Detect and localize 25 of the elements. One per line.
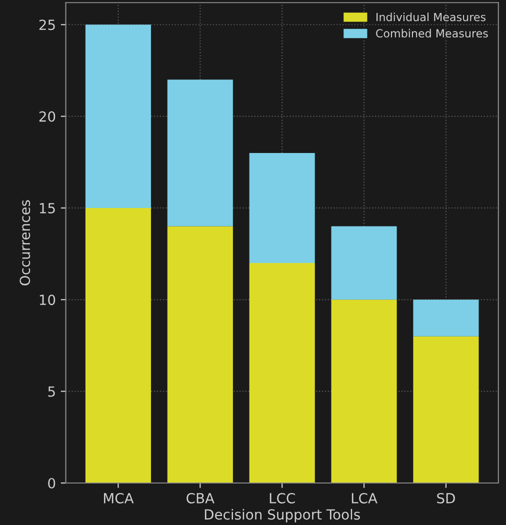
x-tick-label: MCA bbox=[104, 492, 134, 504]
bar bbox=[331, 300, 397, 483]
y-tick-label: 20 bbox=[39, 111, 56, 122]
legend-label: Individual Measures bbox=[376, 12, 486, 22]
bar bbox=[331, 226, 397, 300]
x-axis-title: Decision Support Tools bbox=[204, 508, 360, 522]
x-tick-label: SD bbox=[437, 492, 455, 504]
bar bbox=[249, 152, 315, 263]
bar bbox=[413, 336, 479, 483]
x-tick-label: CBA bbox=[186, 492, 214, 504]
y-tick-label: 0 bbox=[48, 478, 56, 488]
bar bbox=[85, 208, 151, 483]
x-tick-label: LCA bbox=[352, 492, 378, 504]
legend-label: Combined Measures bbox=[376, 28, 488, 38]
y-axis-title: Occurrences bbox=[20, 200, 30, 286]
y-tick-label: 15 bbox=[40, 203, 55, 214]
y-tick-label: 25 bbox=[39, 20, 55, 30]
bar bbox=[249, 262, 315, 483]
y-tick-label: 5 bbox=[48, 386, 55, 397]
bar bbox=[413, 300, 479, 336]
bar bbox=[167, 80, 233, 226]
bar bbox=[85, 24, 151, 208]
bar bbox=[167, 226, 233, 483]
y-tick-label: 10 bbox=[40, 294, 56, 306]
x-tick-label: LCC bbox=[270, 492, 295, 504]
